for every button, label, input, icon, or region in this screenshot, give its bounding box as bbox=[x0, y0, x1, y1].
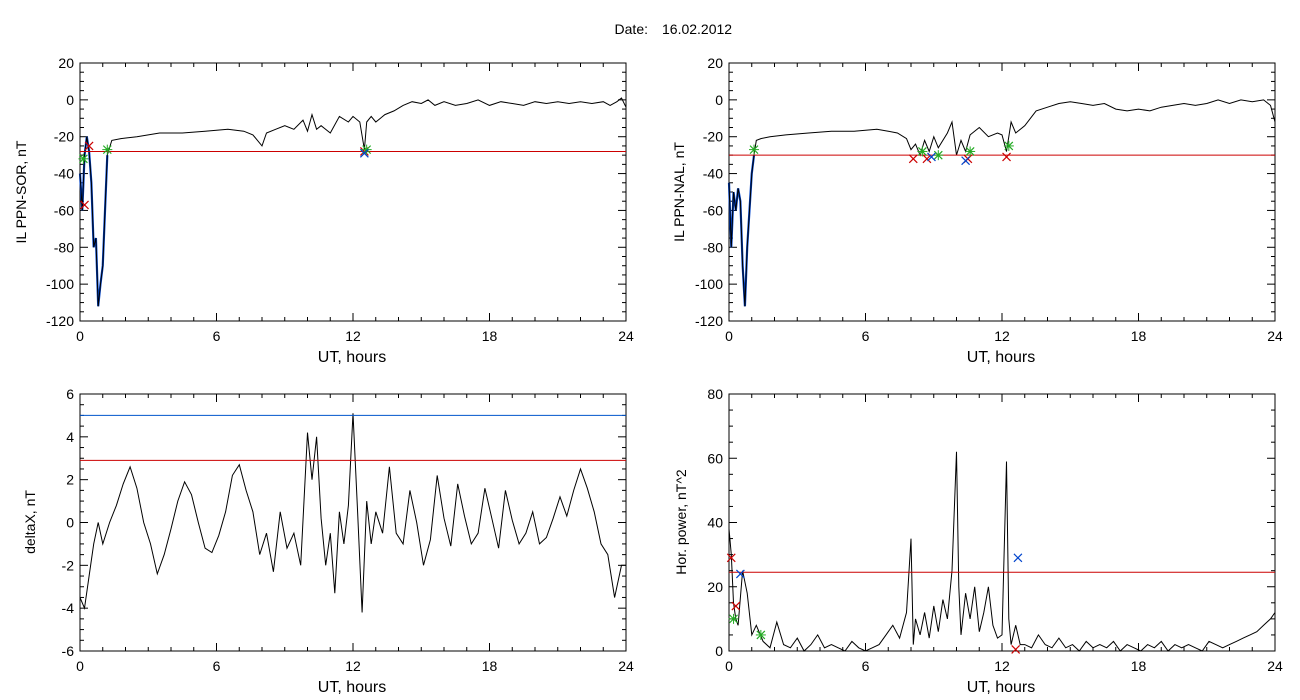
y-tick-label: 20 bbox=[58, 55, 74, 71]
y-tick-label: -60 bbox=[54, 202, 74, 218]
x-tick-label: 24 bbox=[1267, 658, 1283, 674]
plot-frame bbox=[728, 62, 1276, 322]
x-tick-label: 18 bbox=[482, 328, 498, 344]
y-tick-label: -100 bbox=[695, 276, 723, 292]
ylabel-deltax: deltaX, nT bbox=[22, 490, 38, 554]
y-tick-label: 0 bbox=[66, 92, 74, 108]
y-tick-label: 0 bbox=[715, 92, 723, 108]
marker-green bbox=[361, 144, 372, 155]
date-value: 16.02.2012 bbox=[662, 21, 732, 37]
y-tick-label: -20 bbox=[703, 129, 723, 145]
y-tick-label: -6 bbox=[62, 643, 75, 659]
y-tick-label: 0 bbox=[66, 515, 74, 531]
marker-green bbox=[933, 150, 944, 161]
xlabel-il-sor: UT, hours bbox=[318, 349, 386, 366]
marker-red bbox=[1002, 152, 1011, 162]
x-tick-label: 12 bbox=[994, 658, 1010, 674]
marker-red bbox=[922, 154, 932, 164]
plot-frame bbox=[79, 393, 627, 652]
marker-red bbox=[1011, 644, 1021, 654]
y-tick-label: -2 bbox=[62, 557, 75, 573]
y-tick-label: -40 bbox=[703, 166, 723, 182]
marker-green bbox=[78, 153, 89, 164]
y-tick-label: 2 bbox=[66, 472, 74, 488]
marker-green bbox=[755, 629, 766, 640]
x-tick-label: 6 bbox=[862, 658, 870, 674]
xlabel-deltax: UT, hours bbox=[318, 679, 386, 696]
x-tick-label: 6 bbox=[213, 328, 221, 344]
date-label: Date: bbox=[615, 21, 648, 37]
x-tick-label: 0 bbox=[76, 658, 84, 674]
marker-blue bbox=[961, 156, 971, 166]
marker-red bbox=[908, 154, 918, 164]
y-tick-label: 40 bbox=[707, 515, 723, 531]
y-tick-label: -20 bbox=[54, 129, 74, 145]
marker-green bbox=[1003, 140, 1014, 151]
x-tick-label: 12 bbox=[994, 328, 1010, 344]
y-tick-label: -120 bbox=[695, 313, 723, 329]
y-tick-label: -80 bbox=[54, 239, 74, 255]
x-tick-label: 18 bbox=[1131, 328, 1147, 344]
y-tick-label: -40 bbox=[54, 166, 74, 182]
marker-red bbox=[731, 601, 741, 611]
x-tick-label: 18 bbox=[1131, 658, 1147, 674]
panel-il-nal: IL PPN-NAL, nT UT, hours 0 6 12 18 24 -120 -10… bbox=[671, 55, 1283, 366]
marker-red bbox=[80, 200, 89, 210]
marker-red bbox=[726, 553, 736, 563]
x-tick-label: 12 bbox=[345, 658, 361, 674]
plot-frame bbox=[79, 62, 627, 322]
marker-blue bbox=[927, 152, 936, 162]
y-tick-label: 0 bbox=[715, 643, 723, 659]
xlabel-il-nal: UT, hours bbox=[967, 349, 1035, 366]
marker-red bbox=[84, 141, 94, 151]
series-line bbox=[728, 451, 1276, 652]
xlabel-hor-power: UT, hours bbox=[967, 679, 1035, 696]
x-tick-label: 24 bbox=[1267, 328, 1283, 344]
y-tick-label: 60 bbox=[707, 450, 723, 466]
x-tick-label: 6 bbox=[213, 658, 221, 674]
y-tick-label: -120 bbox=[46, 313, 74, 329]
y-tick-label: 20 bbox=[707, 55, 723, 71]
ylabel-il-sor: IL PPN-SOR, nT bbox=[13, 140, 29, 243]
marker-blue bbox=[359, 148, 369, 158]
ylabel-il-nal: IL PPN-NAL, nT bbox=[671, 142, 687, 242]
panel-il-sor: IL PPN-SOR, nT UT, hours 0 6 12 18 24 -120 -10… bbox=[13, 55, 634, 366]
y-tick-label: 80 bbox=[707, 386, 723, 402]
x-tick-label: 6 bbox=[862, 328, 870, 344]
y-tick-label: -80 bbox=[703, 239, 723, 255]
y-tick-label: 6 bbox=[66, 386, 74, 402]
marker-blue bbox=[1013, 553, 1023, 563]
marker-green bbox=[917, 146, 928, 157]
marker-green bbox=[749, 144, 760, 155]
y-tick-label: 20 bbox=[707, 579, 723, 595]
series-line bbox=[728, 99, 1276, 307]
marker-blue bbox=[735, 569, 745, 579]
y-tick-label: -4 bbox=[62, 600, 75, 616]
x-tick-label: 0 bbox=[76, 328, 84, 344]
x-tick-label: 0 bbox=[725, 658, 733, 674]
ylabel-hor-power: Hor. power, nT^2 bbox=[673, 469, 689, 575]
x-tick-label: 12 bbox=[345, 328, 361, 344]
marker-green bbox=[102, 144, 113, 155]
marker-green bbox=[965, 146, 976, 157]
x-tick-label: 24 bbox=[618, 658, 634, 674]
marker-green bbox=[728, 613, 739, 624]
x-tick-label: 24 bbox=[618, 328, 634, 344]
y-tick-label: -100 bbox=[46, 276, 74, 292]
panel-hor-power: Hor. power, nT^2 UT, hours 0 6 12 18 24 0 20 40… bbox=[673, 386, 1283, 696]
series-line bbox=[79, 413, 626, 613]
x-tick-label: 18 bbox=[482, 658, 498, 674]
y-tick-label: -60 bbox=[703, 202, 723, 218]
series-line bbox=[79, 97, 627, 307]
y-tick-label: 4 bbox=[66, 429, 74, 445]
x-tick-label: 0 bbox=[725, 328, 733, 344]
plot-frame bbox=[728, 393, 1276, 652]
